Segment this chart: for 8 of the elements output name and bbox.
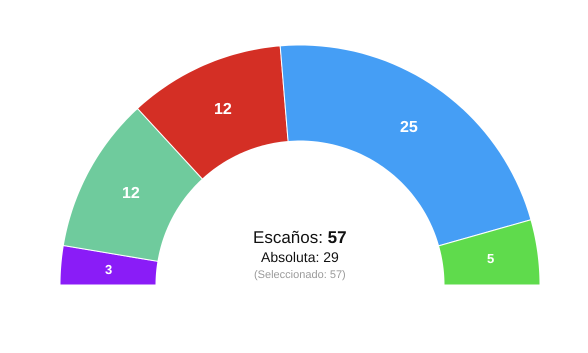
text: (Seleccionado: 57): [254, 269, 346, 281]
data-label: 12: [214, 101, 232, 118]
text: Absoluta: 29: [261, 249, 340, 265]
data-label: 12: [122, 185, 140, 202]
data-label: 5: [487, 251, 494, 266]
data-label: 3: [105, 262, 112, 277]
text: Escaños: 57: [253, 228, 347, 247]
data-label: 25: [400, 119, 418, 136]
